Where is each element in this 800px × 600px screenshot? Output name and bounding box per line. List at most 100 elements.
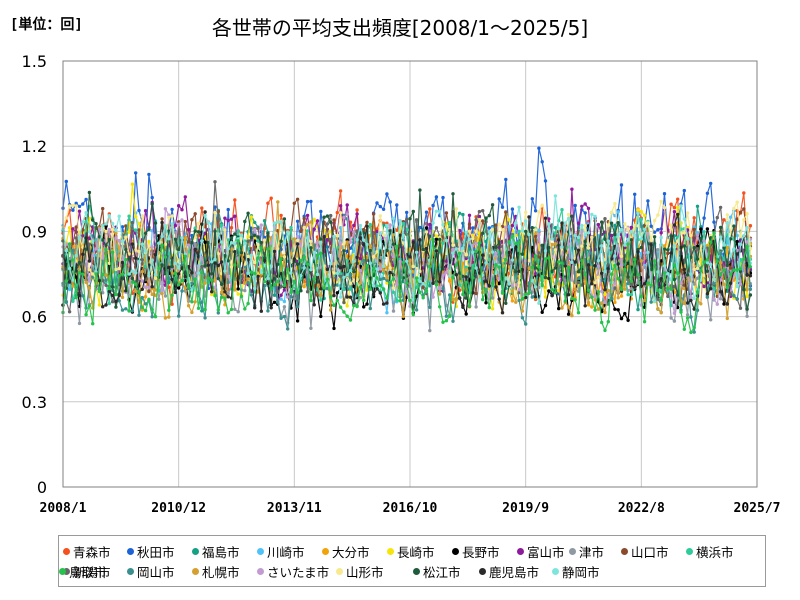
data-point bbox=[490, 296, 495, 300]
data-point bbox=[464, 268, 468, 272]
data-point bbox=[454, 247, 458, 251]
data-point bbox=[636, 250, 640, 254]
legend-item: 長崎市 bbox=[387, 543, 435, 560]
data-point bbox=[84, 211, 88, 215]
data-point bbox=[104, 303, 108, 307]
data-point bbox=[388, 270, 392, 275]
data-point bbox=[375, 267, 379, 271]
data-point bbox=[626, 292, 630, 297]
data-point bbox=[226, 207, 230, 212]
data-point bbox=[127, 272, 131, 276]
data-point bbox=[689, 249, 693, 253]
data-point bbox=[705, 227, 710, 231]
data-point bbox=[226, 218, 230, 223]
data-point bbox=[484, 239, 488, 244]
data-point bbox=[246, 254, 250, 258]
data-point bbox=[200, 255, 204, 260]
data-point bbox=[524, 322, 528, 326]
data-point bbox=[269, 306, 273, 310]
data-point bbox=[81, 272, 85, 276]
data-point bbox=[206, 263, 211, 267]
legend-marker bbox=[479, 567, 486, 575]
data-point bbox=[368, 261, 372, 265]
data-point bbox=[566, 312, 571, 316]
data-point bbox=[345, 304, 349, 308]
legend-item: さいたま市 bbox=[257, 563, 329, 580]
data-point bbox=[461, 212, 465, 217]
data-point bbox=[355, 212, 359, 216]
data-point bbox=[134, 289, 138, 293]
data-point bbox=[335, 283, 339, 287]
data-point bbox=[457, 228, 462, 233]
data-point bbox=[613, 263, 617, 268]
data-point bbox=[487, 230, 491, 234]
data-point bbox=[305, 262, 310, 266]
data-point bbox=[153, 272, 158, 277]
data-point bbox=[134, 282, 138, 286]
data-point bbox=[540, 203, 544, 207]
data-point bbox=[84, 247, 88, 251]
data-point bbox=[418, 238, 422, 242]
data-point bbox=[134, 248, 138, 252]
data-point bbox=[186, 240, 191, 244]
data-point bbox=[292, 257, 296, 261]
data-point bbox=[695, 204, 700, 208]
data-point bbox=[183, 254, 187, 258]
data-point bbox=[405, 210, 409, 215]
data-point bbox=[527, 266, 531, 271]
data-point bbox=[467, 222, 472, 226]
data-point bbox=[636, 224, 640, 228]
data-point bbox=[309, 199, 313, 204]
data-point bbox=[418, 279, 422, 283]
data-point bbox=[448, 274, 452, 278]
data-point bbox=[94, 222, 98, 226]
data-point bbox=[676, 212, 680, 217]
data-point bbox=[335, 210, 339, 215]
data-point bbox=[689, 298, 693, 303]
data-point bbox=[362, 238, 366, 242]
data-point bbox=[371, 266, 376, 271]
data-point bbox=[183, 275, 187, 279]
data-point bbox=[190, 218, 194, 222]
data-point bbox=[504, 225, 508, 229]
data-point bbox=[441, 320, 445, 324]
legend-marker bbox=[552, 567, 559, 575]
data-point bbox=[573, 298, 577, 302]
data-point bbox=[147, 227, 151, 231]
data-point bbox=[738, 269, 743, 274]
data-point bbox=[464, 230, 468, 234]
data-point bbox=[276, 200, 280, 204]
data-point bbox=[557, 306, 561, 311]
data-point bbox=[226, 247, 230, 251]
data-point bbox=[160, 263, 164, 267]
data-point bbox=[150, 245, 154, 249]
data-point bbox=[411, 209, 415, 214]
data-point bbox=[408, 217, 412, 221]
data-point bbox=[702, 260, 706, 264]
data-point bbox=[742, 257, 746, 261]
data-point bbox=[355, 255, 359, 260]
data-point bbox=[438, 209, 442, 214]
data-point bbox=[266, 276, 270, 280]
data-point bbox=[219, 295, 224, 299]
data-point bbox=[269, 287, 273, 291]
data-point bbox=[633, 192, 637, 196]
data-point bbox=[547, 217, 551, 221]
data-point bbox=[127, 309, 131, 313]
x-tick-label: 2013/11 bbox=[267, 501, 322, 516]
data-point bbox=[401, 221, 406, 226]
data-point bbox=[411, 312, 415, 317]
data-point bbox=[180, 236, 184, 240]
data-point bbox=[130, 242, 135, 246]
data-point bbox=[428, 328, 432, 333]
data-point bbox=[282, 314, 287, 319]
data-point bbox=[461, 305, 465, 309]
data-point bbox=[583, 211, 587, 215]
data-point bbox=[163, 316, 168, 320]
data-point bbox=[557, 238, 561, 242]
data-point bbox=[338, 305, 343, 309]
data-point bbox=[586, 246, 591, 250]
data-point bbox=[282, 283, 287, 288]
data-point bbox=[143, 285, 148, 289]
data-point bbox=[338, 274, 343, 279]
